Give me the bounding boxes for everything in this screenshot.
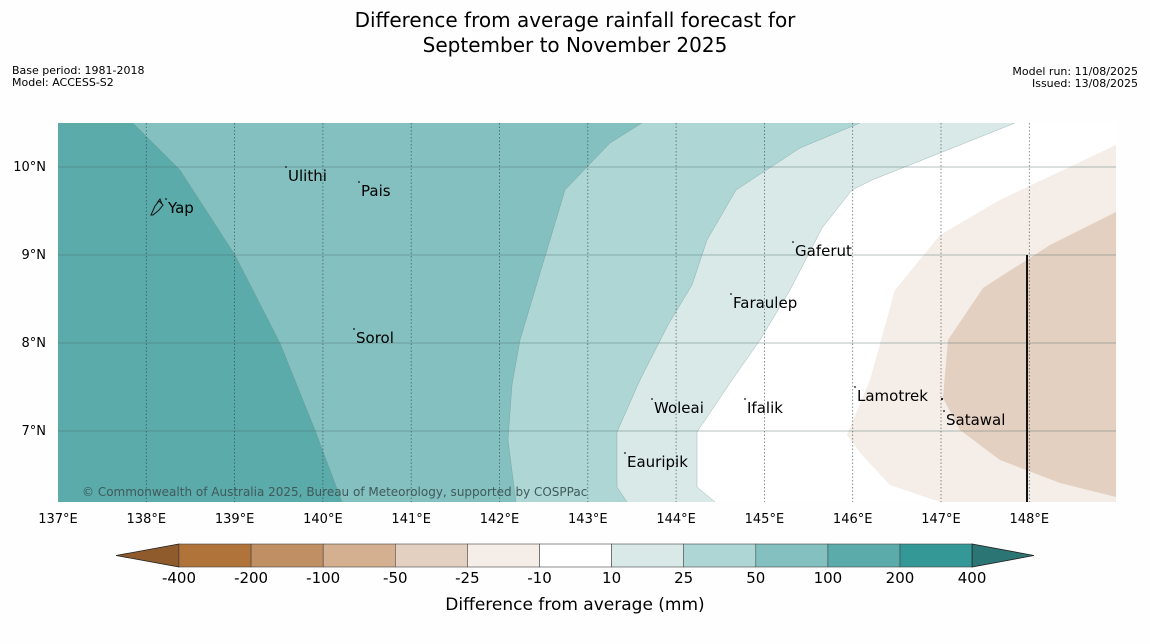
colorbar-tick-label: -25 xyxy=(455,569,480,587)
place-label-yap: Yap xyxy=(167,199,194,217)
colorbar-tick-label: 25 xyxy=(674,569,693,587)
place-label-ulithi: Ulithi xyxy=(288,167,327,185)
colorbar-tick-label: -200 xyxy=(234,569,268,587)
colorbar-swatch xyxy=(899,543,973,568)
colorbar-extend-low xyxy=(115,543,180,568)
atoll-marker xyxy=(730,293,732,295)
atoll-marker xyxy=(651,398,653,400)
place-label-sorol: Sorol xyxy=(356,329,394,347)
longitude-tick-label: 138°E xyxy=(127,512,167,527)
longitude-tick-labels: 137°E 138°E 139°E 140°E 141°E 142°E 143°E 144°E… xyxy=(38,512,1049,527)
colorbar-swatch xyxy=(611,543,684,568)
base-period: Base period: 1981-2018 xyxy=(12,64,145,77)
longitude-tick-label: 143°E xyxy=(568,512,608,527)
longitude-tick-label: 144°E xyxy=(656,512,696,527)
atoll-marker xyxy=(624,452,626,454)
place-label-eauripik: Eauripik xyxy=(627,453,688,471)
colorbar-tick-label: 200 xyxy=(886,569,915,587)
longitude-tick-label: 147°E xyxy=(921,512,961,527)
colorbar-swatch xyxy=(827,543,901,568)
atoll-marker xyxy=(940,397,944,401)
colorbar-swatch xyxy=(394,543,468,568)
atoll-marker xyxy=(744,398,746,400)
longitude-tick-label: 141°E xyxy=(391,512,431,527)
graticule xyxy=(58,123,1116,502)
model-run-info: Model run: 11/08/2025 Issued: 13/08/2025 xyxy=(1012,66,1138,90)
longitude-tick-label: 146°E xyxy=(833,512,873,527)
longitude-tick-label: 137°E xyxy=(38,512,78,527)
issued-date: Issued: 13/08/2025 xyxy=(1031,77,1138,90)
atoll-marker xyxy=(285,166,287,168)
model-name: Model: ACCESS-S2 xyxy=(12,76,114,89)
colorbar-tick-label: 400 xyxy=(958,569,987,587)
colorbar-swatch xyxy=(755,543,829,568)
place-label-gaferut: Gaferut xyxy=(795,242,852,260)
colorbar-tick-label: -50 xyxy=(383,569,408,587)
colorbar-swatch xyxy=(250,543,324,568)
colorbar-swatch xyxy=(178,543,252,568)
rainfall-difference-field xyxy=(58,123,1116,502)
colorbar-tick-label: -400 xyxy=(162,569,196,587)
atoll-marker xyxy=(165,198,167,200)
colorbar-swatch xyxy=(539,543,612,568)
atoll-marker xyxy=(792,241,794,243)
place-label-satawal: Satawal xyxy=(946,411,1005,429)
place-label-pais: Pais xyxy=(361,182,391,200)
colorbar-swatch xyxy=(322,543,396,568)
longitude-tick-label: 145°E xyxy=(745,512,785,527)
colorbar-extend-high xyxy=(971,543,1035,568)
atoll-marker xyxy=(943,410,945,412)
colorbar-tick-label: 100 xyxy=(814,569,843,587)
colorbar-swatch xyxy=(467,543,540,568)
latitude-tick-label: 7°N xyxy=(22,424,47,439)
colorbar-tick-label: 10 xyxy=(602,569,621,587)
latitude-tick-labels: 10°N 9°N 8°N 7°N xyxy=(13,160,46,439)
longitude-tick-label: 148°E xyxy=(1010,512,1050,527)
map-title-line-2: September to November 2025 xyxy=(422,33,728,57)
copyright-notice: © Commonwealth of Australia 2025, Bureau… xyxy=(82,485,587,499)
atoll-marker xyxy=(854,386,856,388)
latitude-tick-label: 10°N xyxy=(13,160,46,175)
base-period-info: Base period: 1981-2018 Model: ACCESS-S2 xyxy=(12,65,144,89)
colorbar-tick-label: -100 xyxy=(306,569,340,587)
yap-island-shape xyxy=(150,197,164,216)
model-run-date: Model run: 11/08/2025 xyxy=(1012,65,1138,78)
map-title-line-1: Difference from average rainfall forecas… xyxy=(354,8,796,32)
place-label-lamotrek: Lamotrek xyxy=(857,387,928,405)
atoll-marker xyxy=(353,328,355,330)
colorbar-tick-label: 50 xyxy=(746,569,765,587)
colorbar-label: Difference from average (mm) xyxy=(445,595,704,615)
colorbar: -400 -200 -100 -50 -25 -10 10 25 50 100 200 400 xyxy=(115,543,1035,587)
place-labels: Yap Ulithi Pais Gaferut Faraulep Sorol Woleai I… xyxy=(165,166,1005,471)
latitude-tick-label: 8°N xyxy=(22,336,47,351)
longitude-tick-label: 139°E xyxy=(215,512,255,527)
colorbar-swatch xyxy=(683,543,757,568)
latitude-tick-label: 9°N xyxy=(22,248,47,263)
longitude-tick-label: 142°E xyxy=(480,512,520,527)
atoll-marker xyxy=(358,181,360,183)
place-label-ifalik: Ifalik xyxy=(747,399,783,417)
place-label-faraulep: Faraulep xyxy=(733,294,797,312)
place-label-woleai: Woleai xyxy=(654,399,704,417)
colorbar-tick-label: -10 xyxy=(527,569,552,587)
longitude-tick-label: 140°E xyxy=(303,512,343,527)
